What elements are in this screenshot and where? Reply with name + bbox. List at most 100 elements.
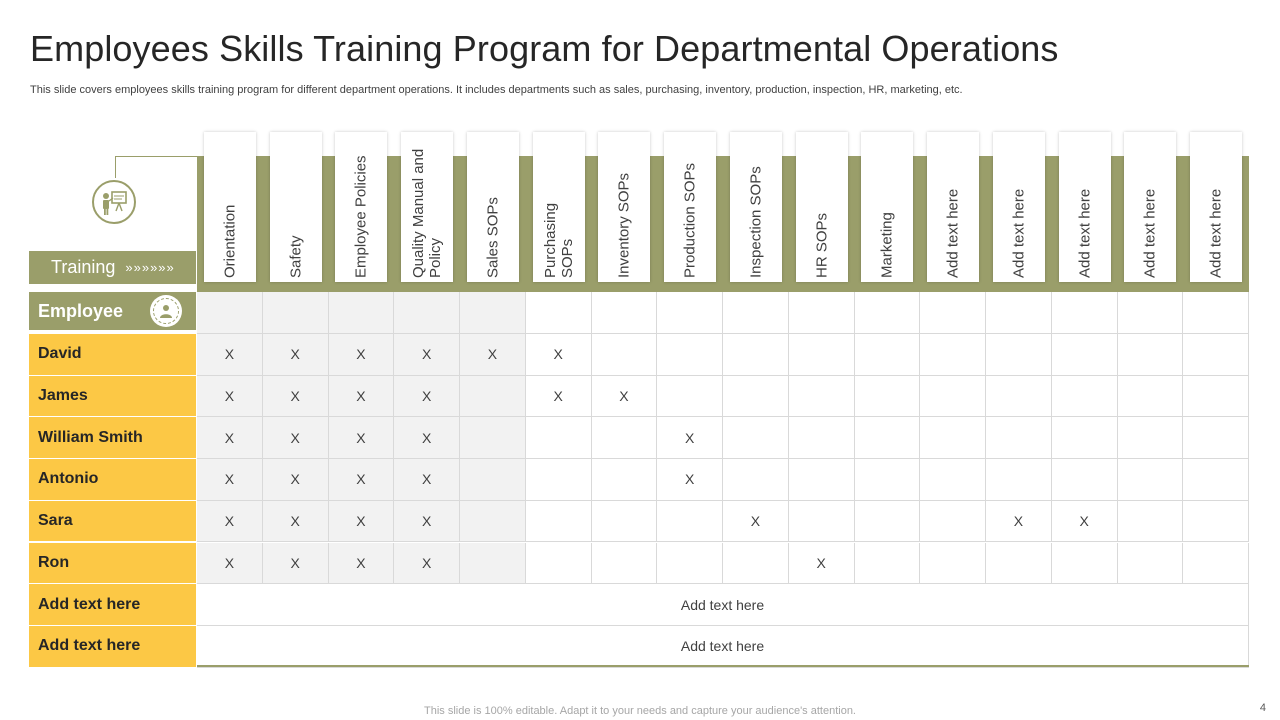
table-cell	[1183, 500, 1249, 543]
training-mark: X	[394, 459, 460, 501]
table-cell	[591, 292, 658, 334]
training-mark: X	[657, 459, 723, 501]
training-mark: X	[197, 542, 263, 585]
column-header: Add text here	[1124, 132, 1177, 282]
column-header-label: Add text here	[1141, 188, 1159, 278]
training-label-box: Training »»»»»»	[29, 251, 196, 284]
table-cell	[591, 334, 658, 376]
employee-label-box: Employee	[29, 292, 196, 330]
table-cell	[854, 334, 921, 376]
table-cell	[920, 375, 986, 418]
table-cell	[591, 459, 658, 501]
page-number: 4	[1259, 702, 1266, 714]
training-mark: X	[262, 334, 329, 376]
chevron-arrows-icon: »»»»»»	[125, 260, 175, 275]
table-cell	[1183, 542, 1249, 585]
table-cell	[854, 292, 921, 334]
training-label: Training	[51, 257, 116, 277]
table-cell	[788, 459, 855, 501]
table-cell	[854, 500, 921, 543]
table-cell	[986, 375, 1052, 418]
table-cell	[1117, 542, 1184, 585]
table-cell	[591, 500, 658, 543]
training-mark: X	[394, 500, 460, 543]
employee-label: Employee	[38, 300, 124, 321]
column-header-label: Quality Manual and Policy	[410, 148, 445, 278]
training-mark: X	[328, 459, 395, 501]
training-mark: X	[394, 334, 460, 376]
table-cell	[1183, 292, 1249, 334]
training-mark: X	[262, 542, 329, 585]
table-cell	[854, 542, 921, 585]
column-header: Quality Manual and Policy	[401, 132, 454, 282]
table-cell	[460, 542, 526, 585]
table-cell	[1117, 375, 1184, 418]
table-cell	[920, 417, 986, 460]
table-cell	[723, 375, 789, 418]
table-cell	[460, 417, 526, 460]
table-cell	[723, 542, 789, 585]
table-cell	[262, 292, 329, 334]
table-cell	[525, 417, 592, 460]
column-header-label: Sales SOPs	[484, 197, 502, 278]
training-mark: X	[197, 500, 263, 543]
table-cell	[1117, 292, 1184, 334]
table-cell	[1051, 334, 1118, 376]
training-mark: X	[197, 375, 263, 418]
training-mark: X	[262, 459, 329, 501]
table-cell	[723, 334, 789, 376]
table-cell	[920, 334, 986, 376]
training-mark: X	[328, 500, 395, 543]
training-mark: X	[657, 417, 723, 460]
table-cell	[986, 334, 1052, 376]
table-cell	[1117, 500, 1184, 543]
table-cell	[920, 292, 986, 334]
training-mark: X	[788, 542, 855, 585]
table-cell	[197, 292, 263, 334]
column-header: Inventory SOPs	[598, 132, 651, 282]
table-cell	[788, 500, 855, 543]
table-cell	[854, 375, 921, 418]
training-mark: X	[394, 542, 460, 585]
column-header-label: Marketing	[878, 212, 896, 278]
training-mark: X	[986, 500, 1052, 543]
column-header-label: Add text here	[1207, 188, 1225, 278]
table-cell	[657, 334, 723, 376]
column-header-label: Inventory SOPs	[615, 172, 633, 278]
table-cell	[1183, 417, 1249, 460]
training-mark: X	[591, 375, 658, 418]
employee-name: David	[29, 334, 196, 375]
table-cell	[460, 459, 526, 501]
table-cell	[788, 292, 855, 334]
column-header-label: Employee Policies	[352, 155, 370, 278]
training-mark: X	[1051, 500, 1118, 543]
column-header: Employee Policies	[335, 132, 388, 282]
column-header: Add text here	[1058, 132, 1111, 282]
table-cell	[657, 542, 723, 585]
table-cell	[1051, 542, 1118, 585]
extra-row-label: Add text here	[29, 584, 196, 625]
training-mark: X	[460, 334, 526, 376]
employee-name: Ron	[29, 542, 196, 584]
column-header-label: Add text here	[1010, 188, 1028, 278]
column-header: Add text here	[992, 132, 1045, 282]
table-cell	[1117, 334, 1184, 376]
training-mark: X	[394, 375, 460, 418]
column-header-label: Orientation	[221, 204, 239, 278]
training-mark: X	[197, 459, 263, 501]
table-cell	[328, 292, 395, 334]
table-cell	[657, 375, 723, 418]
table-cell	[460, 292, 526, 334]
training-mark: X	[197, 417, 263, 460]
column-header-label: Add text here	[1076, 188, 1094, 278]
extra-row-content: Add text here	[197, 625, 1249, 668]
connector-line	[115, 156, 197, 178]
table-cell	[1183, 459, 1249, 501]
column-header-label: Production SOPs	[681, 162, 699, 278]
employee-name: Antonio	[29, 459, 196, 500]
column-header: Sales SOPs	[466, 132, 519, 282]
column-header-label: Safety	[287, 235, 305, 278]
table-cell	[788, 334, 855, 376]
training-mark: X	[525, 334, 592, 376]
column-header-label: Inspection SOPs	[747, 166, 765, 278]
